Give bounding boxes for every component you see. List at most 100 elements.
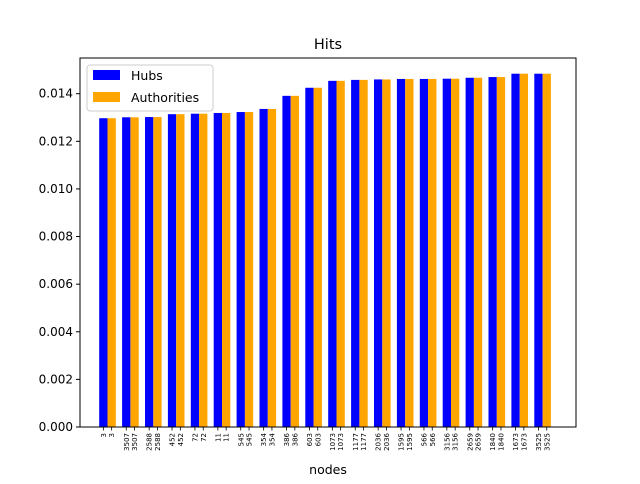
x-tick-label: 1177 [360, 433, 368, 451]
bar-hubs [442, 78, 451, 428]
x-tick-label: 603 [306, 433, 314, 446]
legend-label-hubs: Hubs [131, 68, 163, 83]
x-tick-label: 2659 [466, 433, 474, 451]
bar-authorities [176, 114, 185, 428]
bar-hubs [488, 77, 497, 428]
y-tick-label: 0.008 [39, 230, 73, 244]
x-tick-label: 72 [200, 433, 208, 442]
y-tick-label: 0.012 [39, 134, 73, 148]
x-tick-label: 1673 [512, 433, 520, 451]
bar-authorities [542, 73, 551, 428]
chart-title: Hits [314, 37, 342, 53]
x-tick-label: 603 [314, 433, 322, 446]
bar-authorities [244, 112, 254, 427]
x-tick-label: 1840 [497, 433, 505, 451]
legend-label-authorities: Authorities [131, 90, 199, 105]
bar-hubs [145, 117, 154, 427]
x-tick-label: 3 [108, 433, 116, 437]
x-tick-label: 386 [291, 432, 299, 446]
bar-hubs [190, 113, 200, 428]
x-tick-label: 3525 [535, 433, 543, 451]
x-tick-label: 3156 [452, 432, 460, 450]
bar-authorities [496, 77, 506, 428]
bar-hubs [396, 78, 406, 427]
x-tick-label: 566 [429, 432, 437, 446]
bar-hubs [213, 112, 222, 428]
bar-hubs [328, 80, 337, 427]
legend-swatch-hubs [93, 70, 120, 80]
bar-authorities [153, 117, 162, 427]
x-tick-label: 2588 [154, 433, 162, 451]
y-tick-label: 0.006 [39, 277, 73, 291]
plot-frame [79, 57, 577, 428]
bar-authorities [267, 108, 277, 427]
y-tick-label: 0.002 [39, 372, 73, 386]
x-tick-label: 545 [246, 433, 254, 446]
x-tick-label: 1595 [398, 433, 406, 451]
x-tick-label: 354 [268, 432, 276, 446]
legend-swatch-authorities [93, 92, 120, 102]
bar-authorities [199, 113, 208, 428]
x-tick-label: 3156 [443, 432, 451, 450]
x-tick-label: 3507 [131, 433, 139, 451]
x-tick-label: 2659 [475, 433, 483, 451]
bar-hubs [122, 117, 131, 427]
y-tick-label: 0.004 [39, 325, 73, 339]
bar-hubs [351, 79, 360, 428]
x-tick-label: 11 [214, 433, 222, 442]
bar-authorities [290, 95, 299, 427]
x-tick-label: 1673 [520, 433, 528, 451]
x-tick-label: 1177 [352, 433, 360, 451]
bar-hubs [419, 78, 429, 427]
bar-authorities [222, 112, 231, 428]
bar-authorities [359, 79, 368, 428]
bar-hubs [99, 118, 108, 427]
x-tick-label: 11 [223, 433, 231, 442]
bar-authorities [405, 78, 414, 427]
x-tick-label: 3 [100, 433, 108, 437]
x-tick-label: 2036 [375, 432, 383, 450]
y-tick-label: 0.014 [39, 87, 73, 101]
bar-hubs [259, 108, 268, 427]
y-tick-label: 0.010 [39, 182, 73, 196]
x-tick-label: 354 [260, 432, 268, 446]
x-tick-label: 452 [177, 433, 185, 446]
x-tick-label: 72 [191, 433, 199, 442]
bar-hubs [534, 73, 543, 428]
bar-authorities [519, 73, 528, 428]
bar-authorities [451, 78, 460, 428]
x-axis-label: nodes [309, 462, 347, 477]
y-ticks: 0.000 0.002 0.004 0.006 0.008 0.010 0.012 0.014 [39, 87, 80, 434]
legend: Hubs Authorities [86, 64, 214, 112]
bar-hubs [305, 87, 314, 427]
x-tick-label: 2588 [146, 433, 154, 451]
bar-authorities [107, 118, 116, 427]
x-tick-label: 2036 [383, 432, 391, 450]
bar-authorities [473, 77, 483, 427]
bar-hubs [282, 95, 291, 427]
bar-hubs [167, 114, 177, 428]
x-tick-label: 386 [283, 432, 291, 446]
x-ticks: 3 3 3507 3507 2588 2588 452 452 72 72 11 11 545 545 35… [100, 427, 551, 451]
bars [99, 73, 551, 428]
bar-hubs [511, 73, 520, 428]
bar-hubs [374, 79, 383, 428]
bar-authorities [336, 80, 345, 427]
bar-hubs [465, 77, 474, 427]
bar-authorities [428, 78, 437, 427]
x-tick-label: 3525 [543, 433, 551, 451]
x-tick-label: 1073 [329, 433, 337, 451]
x-tick-label: 3507 [123, 433, 131, 451]
x-tick-label: 1840 [489, 433, 497, 451]
y-tick-label: 0.000 [39, 420, 73, 434]
x-tick-label: 1595 [406, 433, 414, 451]
bar-hubs [236, 112, 245, 427]
x-tick-label: 452 [169, 433, 177, 446]
x-tick-label: 1073 [337, 433, 345, 451]
bar-authorities [130, 117, 139, 427]
bar-authorities [313, 87, 322, 427]
bar-authorities [382, 79, 391, 428]
x-tick-label: 566 [420, 432, 428, 446]
